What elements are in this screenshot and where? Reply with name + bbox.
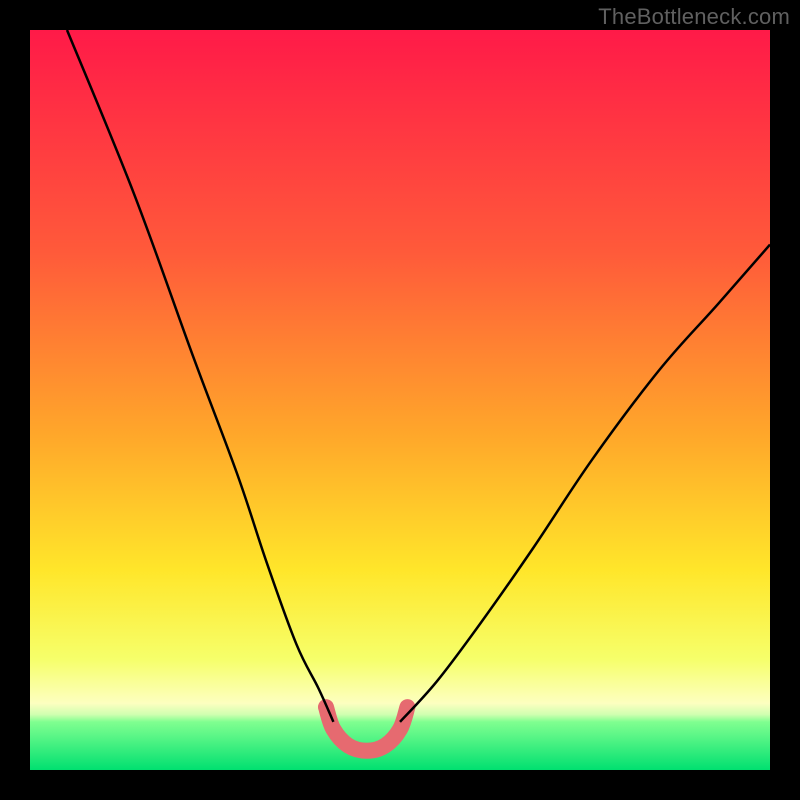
left-curve: [67, 30, 333, 722]
curve-overlay: [30, 30, 770, 770]
bottom-highlight-trace: [326, 707, 407, 751]
right-curve: [400, 245, 770, 722]
watermark-text: TheBottleneck.com: [598, 4, 790, 30]
bottleneck-chart: [30, 30, 770, 770]
